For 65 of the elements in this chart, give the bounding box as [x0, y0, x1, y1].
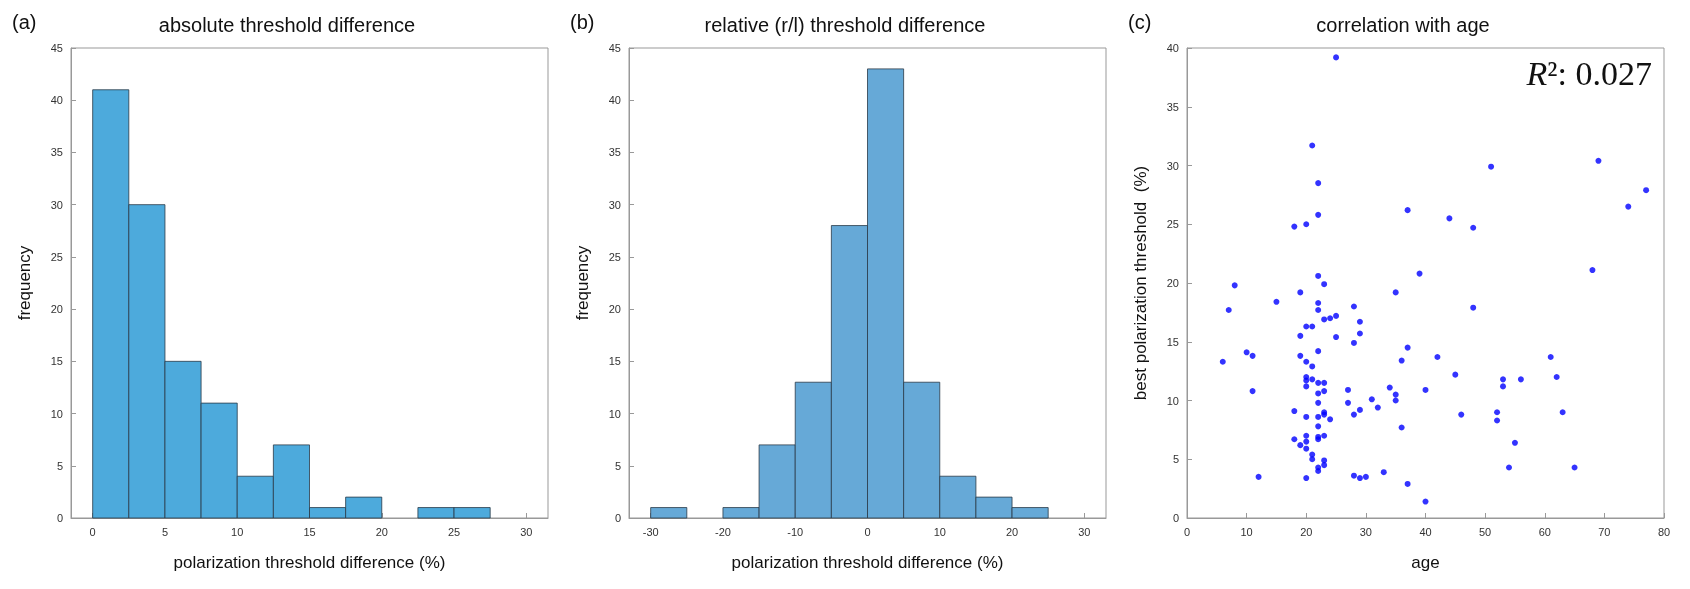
- y-tick-label: 25: [608, 250, 621, 263]
- x-axis-title: polarization threshold difference (%): [173, 553, 446, 572]
- y-tick-label: 35: [1166, 100, 1179, 113]
- y-tick-label: 5: [56, 459, 63, 472]
- y-axis-title: best polarization threshold (%): [1131, 165, 1150, 401]
- y-tick-label: 20: [50, 303, 63, 316]
- x-tick-label: 0: [1183, 525, 1191, 538]
- y-tick-label: 45: [608, 42, 621, 54]
- x-tick-label: 80: [1657, 525, 1671, 538]
- y-tick-label: 30: [608, 198, 621, 211]
- x-tick-label: 5: [161, 525, 169, 538]
- y-tick-label: 40: [608, 94, 621, 107]
- x-tick-label: 20: [375, 525, 388, 538]
- y-tick-label: 25: [1166, 218, 1179, 231]
- x-tick-label: 0: [89, 525, 96, 538]
- x-tick-label: 30: [520, 525, 533, 538]
- y-tick-label: 25: [50, 250, 63, 263]
- y-tick-label: 35: [608, 146, 621, 159]
- x-tick-label: -30: [642, 525, 659, 538]
- x-tick-label: 25: [447, 525, 461, 538]
- x-tick-label: 20: [1300, 525, 1313, 538]
- x-axis-title: polarization threshold difference (%): [731, 553, 1004, 572]
- chart-title: correlation with age: [1316, 14, 1490, 36]
- y-tick-label: 30: [1166, 159, 1179, 172]
- y-tick-label: 40: [50, 94, 63, 107]
- y-tick-label: 15: [1166, 335, 1179, 348]
- x-tick-label: 70: [1598, 525, 1611, 538]
- x-tick-label: 50: [1479, 525, 1492, 538]
- y-tick-label: 5: [614, 459, 621, 472]
- x-tick-label: 60: [1538, 525, 1551, 538]
- y-tick-label: 20: [1166, 277, 1179, 289]
- x-tick-label: -20: [715, 525, 731, 538]
- x-tick-label: 30: [1078, 525, 1091, 538]
- x-tick-label: 10: [1240, 525, 1253, 538]
- y-tick-label: 40: [1166, 42, 1179, 54]
- chart-title: relative (r/l) threshold difference: [704, 14, 986, 36]
- x-axis-title: age: [1411, 553, 1440, 572]
- x-tick-label: 10: [231, 525, 244, 538]
- chart-title: absolute threshold difference: [158, 14, 416, 36]
- x-tick-label: 30: [1359, 525, 1372, 538]
- x-tick-label: 10: [933, 525, 946, 538]
- x-tick-label: 15: [303, 525, 316, 538]
- x-tick-label: 20: [1005, 525, 1019, 538]
- y-axis-title: frequency: [573, 245, 592, 321]
- y-tick-label: 15: [608, 355, 621, 368]
- y-tick-label: 0: [1172, 512, 1179, 524]
- y-tick-label: 0: [56, 512, 63, 524]
- y-tick-label: 35: [50, 146, 63, 159]
- y-tick-label: 30: [50, 198, 63, 211]
- y-tick-label: 10: [608, 407, 621, 420]
- x-tick-label: 40: [1419, 525, 1432, 538]
- y-tick-label: 20: [608, 303, 621, 316]
- y-axis-title: frequency: [15, 245, 34, 321]
- y-tick-label: 15: [50, 355, 63, 368]
- text: (c): [1128, 11, 1152, 33]
- y-tick-label: 5: [1172, 453, 1179, 466]
- text: (b): [570, 11, 595, 33]
- y-tick-label: 10: [1166, 394, 1179, 407]
- y-tick-label: 0: [614, 512, 621, 524]
- x-tick-label: -10: [787, 525, 804, 538]
- y-tick-label: 10: [50, 407, 63, 420]
- annotation: R²: 0.027: [1525, 54, 1652, 92]
- y-tick-label: 45: [50, 42, 63, 54]
- x-tick-label: 0: [864, 525, 871, 538]
- text: (a): [12, 11, 37, 33]
